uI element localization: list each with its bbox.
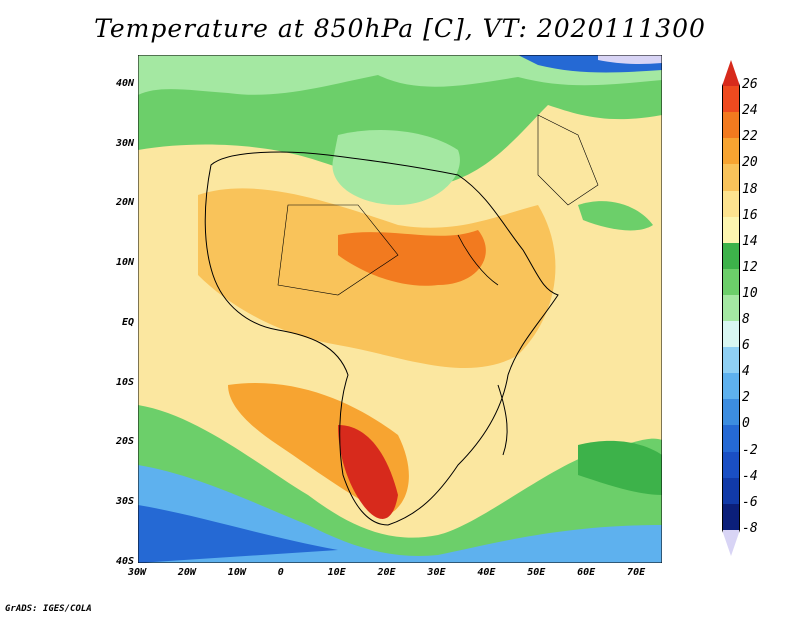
field-lightgreen-north bbox=[138, 55, 662, 95]
colorbar-segment bbox=[722, 477, 740, 504]
colorbar-segment bbox=[722, 373, 740, 400]
field-hottest-kalahari bbox=[338, 425, 398, 519]
colorbar-segment bbox=[722, 321, 740, 348]
temperature-map bbox=[138, 55, 662, 563]
lat-tick-label: 30S bbox=[115, 496, 134, 508]
colorbar-label: 24 bbox=[742, 103, 758, 119]
lat-tick-label: 40N bbox=[115, 77, 134, 89]
madagascar-outline bbox=[497, 384, 508, 456]
colorbar bbox=[722, 60, 740, 556]
colorbar-label: 14 bbox=[742, 233, 758, 249]
colorbar-segment bbox=[722, 503, 740, 530]
lon-tick-label: 20W bbox=[177, 567, 196, 578]
colorbar-label: 26 bbox=[742, 77, 758, 93]
colorbar-label: 6 bbox=[742, 338, 750, 354]
lon-tick-label: 20E bbox=[377, 567, 396, 578]
lon-tick-label: 10E bbox=[327, 567, 346, 578]
colorbar-label: 10 bbox=[742, 285, 758, 301]
field-warm-west bbox=[198, 188, 556, 368]
colorbar-label: -6 bbox=[742, 494, 758, 510]
arabia-borders bbox=[537, 114, 599, 206]
lat-tick-label: 10S bbox=[115, 376, 134, 388]
colorbar-label: 16 bbox=[742, 207, 758, 223]
colorbar-segment bbox=[722, 451, 740, 478]
colorbar-label: -8 bbox=[742, 520, 758, 536]
colorbar-segment bbox=[722, 86, 740, 113]
colorbar-segment bbox=[722, 529, 740, 556]
lon-tick-label: 60E bbox=[577, 567, 596, 578]
lat-tick-label: 20N bbox=[115, 197, 134, 209]
colorbar-label: 0 bbox=[742, 416, 750, 432]
border-lines bbox=[457, 234, 499, 286]
colorbar-segment bbox=[722, 138, 740, 165]
colorbar-label: 18 bbox=[742, 181, 758, 197]
lon-tick-label: 70E bbox=[627, 567, 646, 578]
colorbar-segment bbox=[722, 347, 740, 374]
field-deep-blue-sw bbox=[138, 505, 338, 563]
field-sahara-green bbox=[332, 130, 460, 205]
credit-footer: GrADS: IGES/COLA bbox=[5, 604, 92, 614]
colorbar-segment bbox=[722, 425, 740, 452]
colorbar-label: 8 bbox=[742, 312, 750, 328]
lat-tick-label: EQ bbox=[121, 316, 134, 328]
colorbar-segment bbox=[722, 294, 740, 322]
colorbar-segment bbox=[722, 190, 740, 217]
colorbar-label: 22 bbox=[742, 129, 758, 145]
colorbar-segment bbox=[722, 268, 740, 295]
africa-coastline bbox=[204, 151, 559, 526]
colorbar-segment bbox=[722, 164, 740, 191]
colorbar-segment bbox=[722, 60, 740, 87]
colorbar-segment bbox=[722, 242, 740, 269]
lon-tick-label: 50E bbox=[527, 567, 546, 578]
colorbar-label: 12 bbox=[742, 259, 758, 275]
map-canvas bbox=[138, 55, 662, 563]
colorbar-segment bbox=[722, 216, 740, 243]
colorbar-label: -4 bbox=[742, 468, 758, 484]
lat-tick-label: 10N bbox=[115, 257, 134, 269]
colorbar-label: 20 bbox=[742, 155, 758, 171]
lon-tick-label: 30W bbox=[128, 567, 147, 578]
lon-tick-label: 30E bbox=[427, 567, 446, 578]
country-borders bbox=[277, 204, 399, 296]
lat-tick-label: 30N bbox=[115, 137, 134, 149]
lon-tick-label: 10W bbox=[227, 567, 246, 578]
map-title: Temperature at 850hPa [C], VT: 202011130… bbox=[94, 14, 706, 43]
field-green-arabian bbox=[578, 201, 653, 231]
colorbar-label: -2 bbox=[742, 442, 758, 458]
field-hot-sahel bbox=[338, 230, 486, 286]
lon-tick-label: 40E bbox=[477, 567, 496, 578]
lat-tick-label: 40S bbox=[115, 556, 134, 567]
colorbar-label: 4 bbox=[742, 364, 750, 380]
colorbar-segment bbox=[722, 399, 740, 426]
field-violet-ne bbox=[598, 55, 662, 64]
colorbar-label: 2 bbox=[742, 390, 750, 406]
field-green-indian bbox=[578, 440, 662, 495]
colorbar-segment bbox=[722, 112, 740, 139]
lat-tick-label: 20S bbox=[115, 436, 134, 448]
lon-tick-label: 0 bbox=[277, 567, 284, 578]
